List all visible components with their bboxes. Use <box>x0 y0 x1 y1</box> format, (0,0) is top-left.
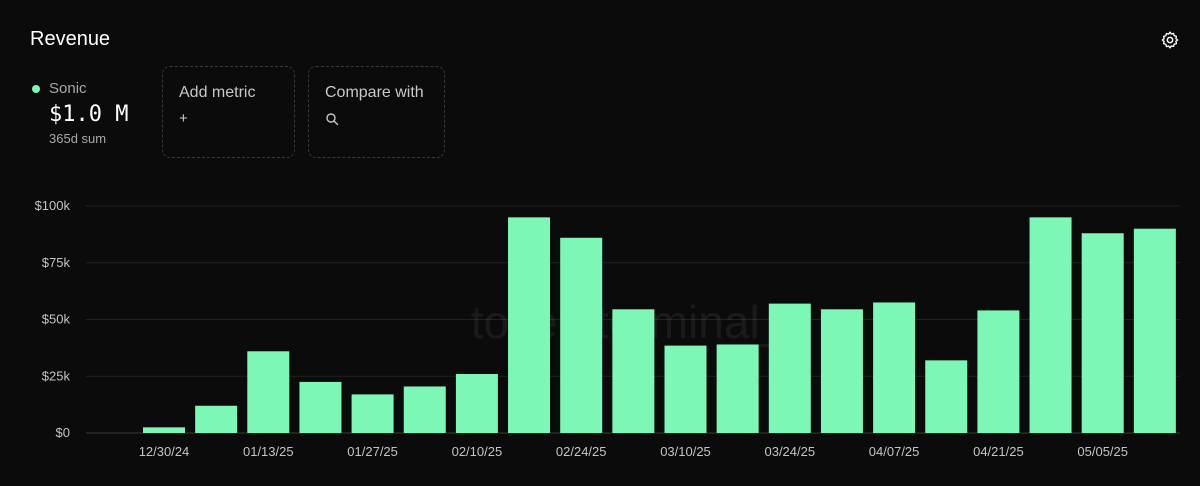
bar[interactable] <box>664 345 707 433</box>
series-name: Sonic <box>49 80 87 97</box>
bar[interactable] <box>820 309 863 433</box>
chart-title: Revenue <box>30 28 111 50</box>
y-tick-label: $75k <box>42 255 71 270</box>
x-tick-label: 01/27/25 <box>347 444 398 459</box>
bar[interactable] <box>351 394 394 433</box>
bar[interactable] <box>768 303 811 433</box>
y-tick-label: $0 <box>56 425 70 440</box>
series-sum-value: $1.0 M <box>49 102 129 127</box>
gear-icon[interactable] <box>1160 30 1180 50</box>
y-tick-label: $100k <box>35 198 71 213</box>
x-tick-label: 04/07/25 <box>869 444 920 459</box>
bar[interactable] <box>925 360 968 433</box>
y-tick-label: $25k <box>42 368 71 383</box>
bar[interactable] <box>716 344 759 433</box>
bar[interactable] <box>1029 217 1072 433</box>
add-metric-label: Add metric <box>179 84 256 101</box>
plus-icon: + <box>179 110 188 127</box>
bar[interactable] <box>455 373 498 433</box>
x-tick-label: 03/24/25 <box>764 444 815 459</box>
series-color-dot <box>32 85 40 93</box>
bar[interactable] <box>195 405 238 433</box>
x-tick-label: 02/10/25 <box>452 444 503 459</box>
x-tick-label: 04/21/25 <box>973 444 1024 459</box>
x-tick-label: 05/05/25 <box>1077 444 1128 459</box>
compare-with-label: Compare with <box>325 84 424 101</box>
bar[interactable] <box>1081 233 1124 433</box>
add-metric-button[interactable]: Add metric + <box>162 66 295 158</box>
y-tick-label: $50k <box>42 312 71 327</box>
bar[interactable] <box>612 309 655 433</box>
x-tick-label: 03/10/25 <box>660 444 711 459</box>
bar[interactable] <box>247 351 290 433</box>
x-tick-label: 01/13/25 <box>243 444 294 459</box>
bar[interactable] <box>299 381 342 433</box>
search-icon <box>326 113 339 126</box>
compare-with-button[interactable]: Compare with <box>308 66 445 158</box>
series-sum-period: 365d sum <box>49 131 107 146</box>
x-tick-label: 02/24/25 <box>556 444 607 459</box>
bar[interactable] <box>1133 228 1176 433</box>
bar[interactable] <box>143 427 185 433</box>
bar[interactable] <box>403 386 446 433</box>
bar[interactable] <box>560 237 603 433</box>
bar[interactable] <box>873 302 916 433</box>
x-tick-label: 12/30/24 <box>139 444 190 459</box>
bar[interactable] <box>508 217 551 433</box>
legend-item-sonic[interactable]: Sonic $1.0 M 365d sum <box>30 80 150 150</box>
bar[interactable] <box>977 310 1020 433</box>
